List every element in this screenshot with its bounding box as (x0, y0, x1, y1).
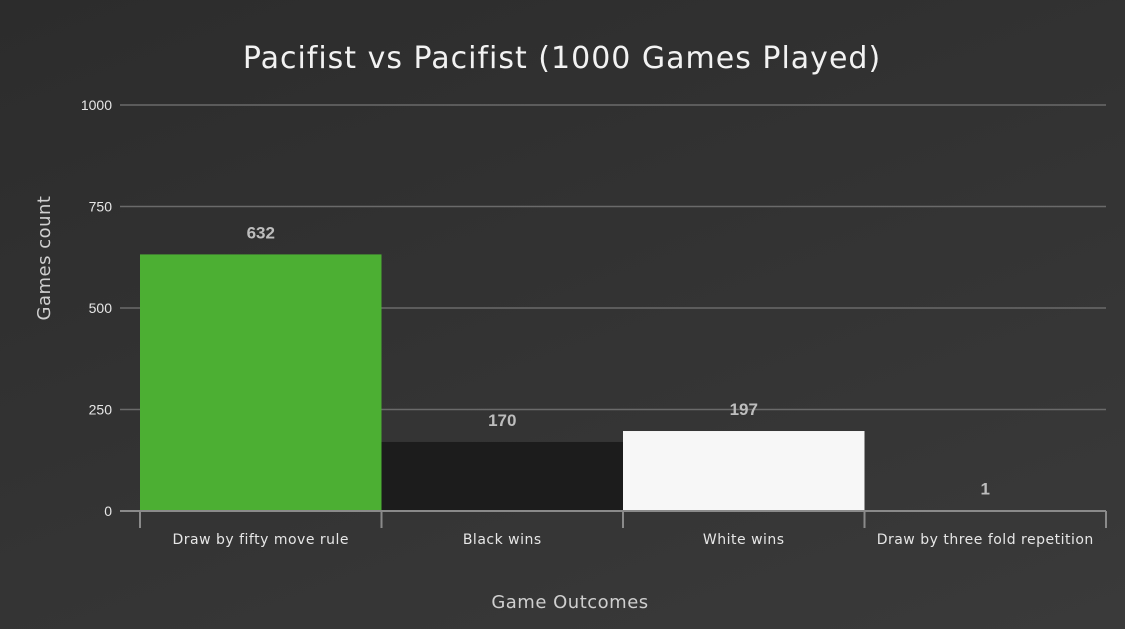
chart-title: Pacifist vs Pacifist (1000 Games Played) (243, 41, 881, 76)
data-labels: 632 170 197 1 (247, 223, 990, 498)
bar (140, 254, 382, 511)
x-tick-label: Draw by three fold repetition (877, 532, 1094, 548)
y-tick-label: 1000 (81, 97, 112, 113)
bars (140, 254, 1106, 511)
data-label: 170 (488, 411, 516, 430)
y-axis-title: Games count (34, 196, 55, 321)
data-label: 197 (730, 400, 758, 419)
x-axis-title: Game Outcomes (491, 592, 648, 613)
x-tick-label: White wins (703, 532, 785, 548)
y-tick-labels: 0 250 500 750 1000 (81, 97, 112, 519)
y-tick-label: 500 (89, 300, 113, 316)
x-tick-label: Draw by fifty move rule (172, 532, 349, 548)
y-tick-label: 0 (104, 503, 112, 519)
bar (623, 431, 865, 511)
y-tick-label: 250 (89, 402, 113, 418)
x-tick-label: Black wins (463, 532, 542, 548)
x-axis: Draw by fifty move rule Black wins White w… (120, 510, 1107, 548)
data-label: 1 (981, 480, 990, 499)
bar (381, 441, 623, 511)
data-label: 632 (247, 223, 275, 242)
y-tick-label: 750 (89, 199, 113, 215)
